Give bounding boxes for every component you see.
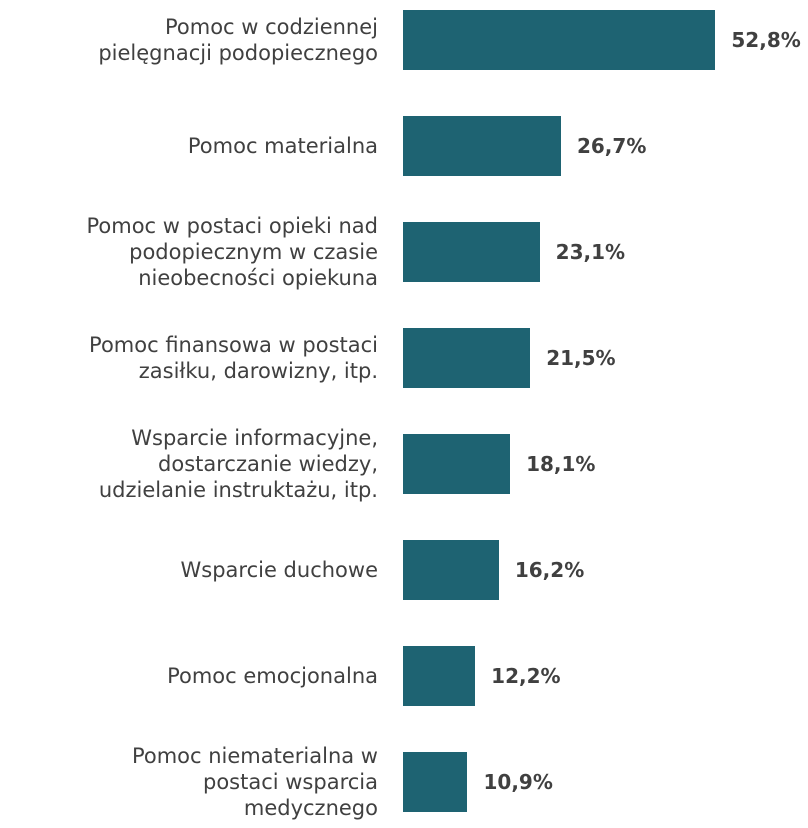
category-label: Wsparcie duchowe	[180, 558, 379, 582]
bar	[403, 116, 561, 176]
value-label: 10,9%	[483, 770, 553, 794]
bar	[403, 10, 716, 70]
category-label: Pomoc materialna	[187, 134, 378, 158]
value-label: 21,5%	[546, 346, 616, 370]
value-label: 16,2%	[514, 558, 585, 582]
category-label: Pomoc finansowa w postaci zasiłku, darow…	[89, 333, 378, 383]
bar	[403, 222, 540, 282]
bar	[403, 646, 476, 706]
category-label: Wsparcie informacyjne, dostarczanie wied…	[98, 426, 378, 502]
category-label: Pomoc emocjonalna	[167, 664, 378, 688]
bar	[403, 540, 499, 600]
value-label: 12,2%	[491, 664, 561, 688]
value-label: 18,1%	[526, 452, 596, 476]
category-label: Pomoc niematerialna w postaci wsparcia m…	[131, 744, 378, 820]
category-label: Pomoc w codziennej pielęgnacji podopiecz…	[98, 15, 378, 65]
bar	[403, 328, 531, 388]
bar	[403, 752, 468, 812]
value-label: 23,1%	[555, 240, 626, 264]
category-label: Pomoc w postaci opieki nad podopiecznym …	[86, 214, 378, 290]
value-label: 52,8%	[731, 28, 801, 52]
value-label: 26,7%	[576, 134, 647, 158]
bar	[403, 434, 511, 494]
